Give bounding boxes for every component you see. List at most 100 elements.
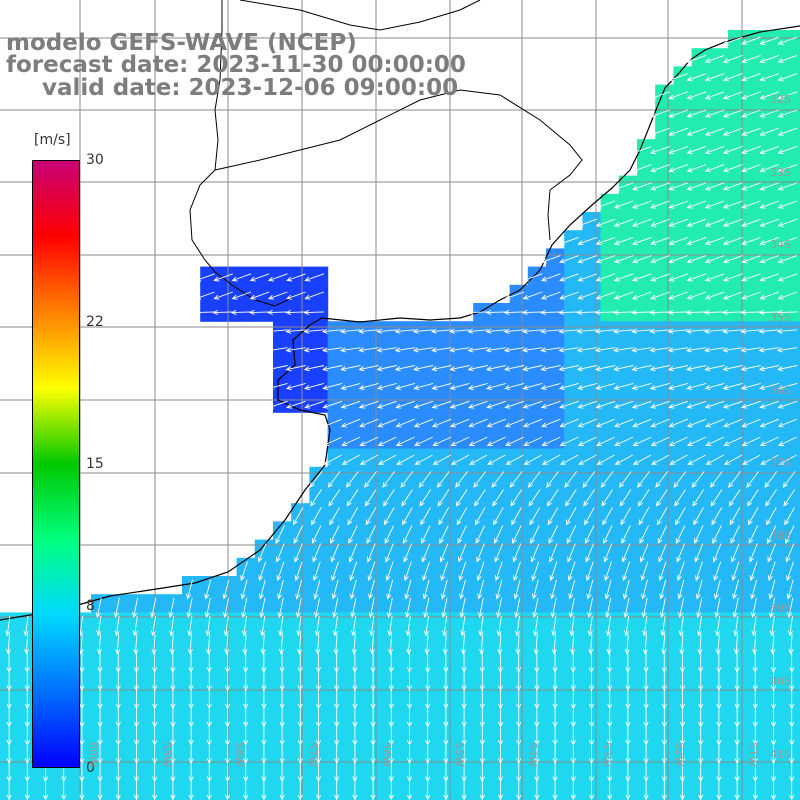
wind-arrow	[378, 454, 397, 465]
wind-arrow	[577, 291, 597, 300]
wind-arrow	[705, 454, 725, 465]
wind-arrow	[777, 382, 798, 390]
wind-arrow	[715, 634, 721, 655]
wind-arrow	[551, 615, 557, 637]
wind-arrow	[639, 525, 649, 545]
wind-arrow	[760, 454, 779, 465]
wind-arrow	[467, 365, 488, 372]
wind-arrow	[766, 507, 777, 526]
wind-arrow	[601, 489, 614, 507]
wind-arrow	[656, 489, 668, 507]
wind-arrow	[311, 525, 322, 545]
wind-arrow	[749, 543, 758, 563]
wind-arrow	[669, 454, 688, 465]
wind-arrow	[600, 471, 614, 488]
wind-arrow	[467, 328, 488, 334]
wind-arrow	[595, 218, 616, 227]
wind-arrow	[249, 273, 270, 282]
wind-arrow	[359, 418, 379, 428]
wind-arrow	[474, 489, 486, 507]
wind-arrow	[722, 255, 743, 264]
wind-arrow	[359, 436, 379, 446]
wind-arrow	[638, 507, 650, 526]
wind-arrow	[132, 615, 138, 637]
wind-arrow	[650, 164, 670, 173]
wind-arrow	[632, 454, 652, 465]
wind-arrow	[549, 543, 558, 563]
wind-arrow	[568, 579, 576, 600]
wind-arrow	[258, 579, 266, 600]
wind-arrow	[686, 382, 707, 390]
wind-arrow	[540, 382, 561, 390]
wind-arrow	[531, 579, 539, 600]
wind-arrow	[412, 328, 434, 334]
wind-arrow	[213, 291, 233, 300]
wind-arrow	[577, 255, 597, 264]
wind-arrow	[303, 347, 325, 353]
wind-arrow	[704, 382, 725, 390]
wind-arrow	[323, 436, 342, 446]
wind-arrow	[613, 200, 634, 209]
wind-arrow	[478, 615, 484, 637]
wind-arrow	[365, 507, 377, 526]
wind-arrow	[395, 400, 415, 409]
wind-arrow	[514, 615, 520, 637]
wind-arrow	[686, 109, 707, 118]
wind-arrow	[321, 365, 343, 372]
wind-arrow	[704, 400, 725, 409]
wind-arrow	[532, 597, 539, 619]
wind-arrow	[529, 507, 541, 526]
wind-arrow	[421, 525, 431, 545]
wind-arrow	[186, 579, 193, 600]
wind-arrow	[777, 418, 798, 428]
wind-arrow	[459, 597, 466, 619]
wind-arrow	[704, 218, 725, 227]
wind-arrow	[722, 127, 743, 136]
wind-arrow	[777, 236, 798, 246]
wind-arrow	[469, 454, 488, 465]
wind-arrow	[551, 634, 557, 655]
wind-arrow	[686, 145, 707, 155]
wind-arrow	[576, 328, 598, 334]
wind-arrow	[327, 471, 341, 488]
wind-arrow	[685, 328, 707, 334]
latitude-label: 41S	[770, 748, 791, 761]
wind-arrow	[346, 489, 359, 507]
wind-arrow	[468, 418, 488, 428]
wind-arrow	[312, 561, 321, 582]
wind-arrow	[650, 109, 670, 118]
wind-arrow	[322, 382, 343, 390]
wind-arrow	[5, 615, 11, 637]
wind-arrow	[377, 400, 397, 409]
wind-arrow	[314, 597, 321, 619]
wind-arrow	[340, 347, 361, 353]
wind-arrow	[686, 200, 707, 209]
wind-arrow	[267, 382, 288, 390]
longitude-label: 55W	[453, 742, 466, 767]
wind-arrow	[632, 436, 652, 446]
wind-arrow	[578, 454, 597, 465]
wind-arrow	[667, 365, 689, 372]
wind-arrow	[540, 328, 561, 334]
wind-arrow	[697, 634, 703, 655]
wind-arrow	[347, 507, 359, 526]
wind-arrow	[267, 309, 288, 316]
wind-arrow	[115, 634, 121, 655]
wind-arrow	[5, 634, 11, 655]
wind-arrow	[394, 347, 416, 353]
wind-arrow	[722, 291, 743, 300]
wind-arrow	[686, 273, 707, 282]
wind-arrow	[304, 291, 324, 300]
wind-arrow	[650, 182, 670, 191]
wind-arrow	[212, 309, 234, 316]
wind-arrow	[348, 525, 358, 545]
wind-arrow	[714, 597, 721, 619]
latitude-label: 37S	[770, 456, 791, 469]
wind-arrow	[777, 145, 798, 155]
wind-arrow	[704, 200, 725, 209]
wind-arrow	[114, 615, 120, 637]
wind-arrow	[777, 91, 798, 100]
wind-arrow	[728, 471, 741, 488]
wind-arrow	[613, 347, 634, 353]
wind-arrow	[473, 471, 487, 488]
